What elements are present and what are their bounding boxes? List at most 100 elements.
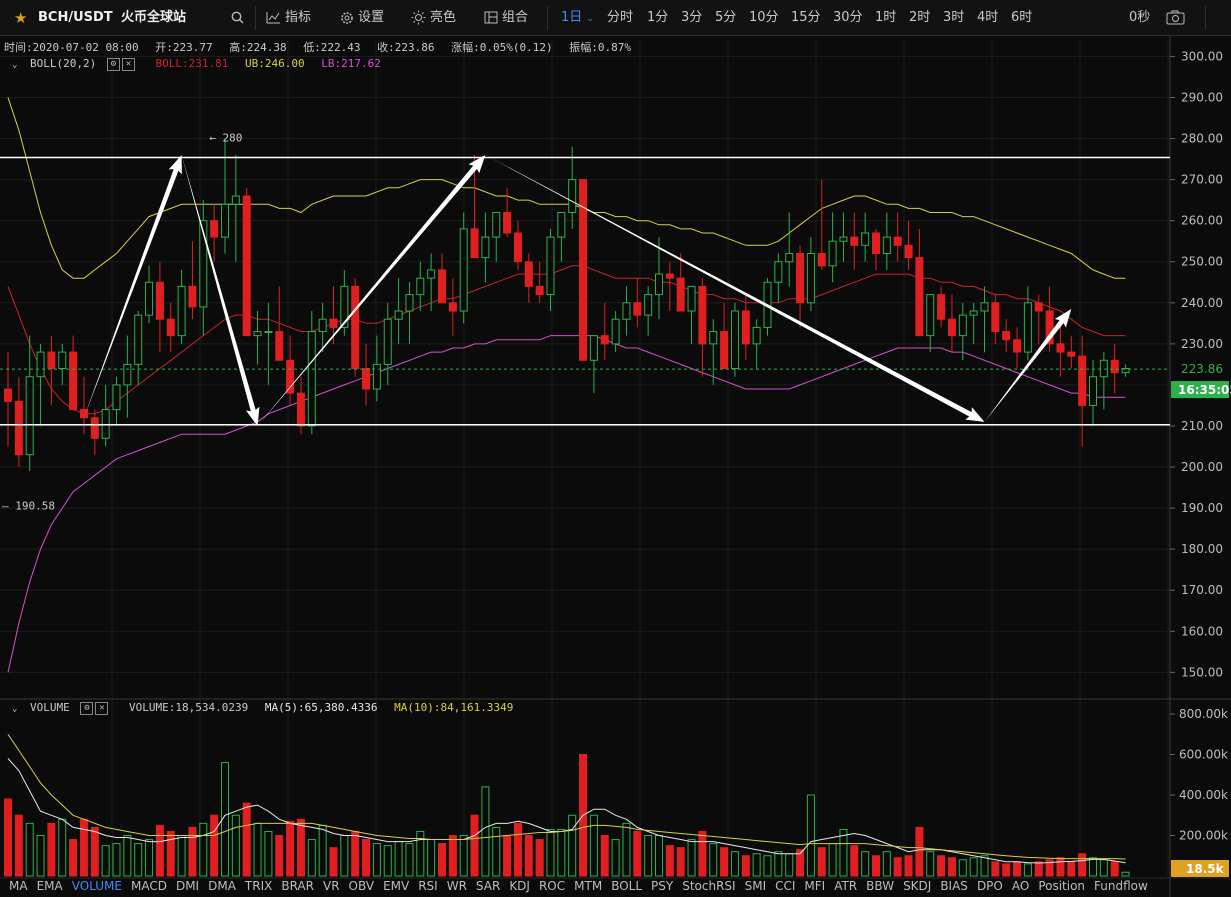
candle[interactable] [503,187,512,238]
indicator-tab[interactable]: StochRSI [682,879,736,893]
volume-bar[interactable] [839,828,848,877]
candle[interactable] [199,200,208,336]
candle[interactable] [427,253,436,312]
volume-bar[interactable] [524,835,533,877]
volume-bar[interactable] [535,839,544,877]
volume-bar[interactable] [351,830,360,877]
volume-bar[interactable] [655,835,663,877]
interval-item[interactable]: 15分 [791,10,821,25]
interval-item[interactable]: 2时 [909,10,931,25]
candle[interactable] [25,335,34,472]
drawn-arrow[interactable] [252,150,491,430]
volume-bar[interactable] [774,851,783,877]
candle[interactable] [850,212,859,270]
volume-bar[interactable] [969,857,978,877]
volume-bar[interactable] [806,794,815,877]
volume-bar[interactable] [796,849,805,877]
volume-bar[interactable] [1110,861,1119,877]
volume-bar[interactable] [383,845,392,877]
candle[interactable] [991,294,1000,344]
volume-bar[interactable] [405,843,414,877]
candle[interactable] [817,179,826,270]
volume-bar[interactable] [1078,853,1087,877]
candle[interactable] [188,241,197,320]
volume-bar[interactable] [394,841,403,877]
indicator-tab[interactable]: KDJ [509,879,530,893]
volume-bar[interactable] [937,855,946,877]
candle[interactable] [1067,335,1076,369]
candle[interactable] [828,212,837,283]
volume-bar[interactable] [1056,857,1065,877]
volume-bar[interactable] [221,762,229,877]
volume-bar[interactable] [676,847,685,877]
candle[interactable] [372,335,381,402]
candle[interactable] [69,335,78,411]
indicator-tab[interactable]: ROC [538,879,566,893]
candle[interactable] [4,352,12,447]
candle[interactable] [1013,327,1022,369]
volume-bar[interactable] [372,843,381,877]
interval-item[interactable]: 1分 [647,10,669,25]
indicator-tab[interactable]: DPO [976,879,1003,893]
volume-bar[interactable] [882,851,891,877]
drawn-arrow[interactable] [979,305,1077,426]
candle[interactable] [796,245,805,328]
volume-bar[interactable] [58,818,67,877]
candle[interactable] [1045,286,1054,353]
candle[interactable] [177,269,186,344]
volume-bar[interactable] [698,830,707,877]
candle[interactable] [589,335,598,394]
volume-bar[interactable] [503,835,512,877]
indicator-tab[interactable]: OBV [348,879,375,893]
volume-bar[interactable] [1045,859,1054,877]
volume-bar[interactable] [741,855,750,877]
candle[interactable] [1056,319,1065,377]
volume-bar[interactable] [622,822,631,877]
indicator-tab[interactable]: MACD [130,879,167,893]
volume-bar[interactable] [611,839,620,877]
candle[interactable] [58,343,67,385]
candle[interactable] [459,212,468,324]
volume-bar[interactable] [1023,863,1032,877]
volume-bar[interactable] [861,851,870,877]
indicator-tab[interactable]: EMA [36,879,63,893]
candle[interactable] [752,319,761,369]
candle[interactable] [340,269,349,336]
symbol-name[interactable]: BCH/USDT [38,10,113,25]
candle[interactable] [1089,360,1097,426]
volume-bar[interactable] [1099,859,1108,877]
candle[interactable] [1110,343,1119,394]
volume-bar[interactable] [730,851,739,877]
candle[interactable] [893,212,902,262]
candle[interactable] [253,311,262,365]
candle[interactable] [644,286,653,336]
volume-bar[interactable] [231,814,240,877]
candle[interactable] [210,204,219,262]
indicator-tab[interactable]: DMI [175,879,200,893]
candle[interactable] [947,294,956,353]
gear-icon[interactable]: ⚙ [106,57,120,71]
interval-item[interactable]: 4时 [977,10,999,25]
candle[interactable] [134,311,143,385]
volume-bar[interactable] [318,824,327,877]
candle[interactable] [481,212,490,283]
candle[interactable] [958,302,967,361]
candle[interactable] [416,261,425,312]
chevron-down-icon[interactable]: ⌄ [12,60,18,70]
volume-bar[interactable] [448,835,457,877]
interval-item[interactable]: 3时 [943,10,965,25]
volume-bar[interactable] [90,826,99,877]
volume-bar[interactable] [513,822,522,877]
candle[interactable] [535,261,544,303]
indicator-tab[interactable]: CCI [775,879,796,893]
chevron-down-icon[interactable]: ⌄ [12,704,18,714]
candle[interactable] [806,237,815,312]
volume-bar[interactable] [14,814,23,877]
volume-bar[interactable] [25,822,34,877]
indicator-tab[interactable]: VR [322,879,340,893]
interval-item[interactable]: 30分 [833,10,863,25]
volume-bar[interactable] [145,839,154,877]
indicator-tab[interactable]: AO [1011,879,1030,893]
volume-bar[interactable] [166,830,175,877]
candle[interactable] [383,302,392,385]
